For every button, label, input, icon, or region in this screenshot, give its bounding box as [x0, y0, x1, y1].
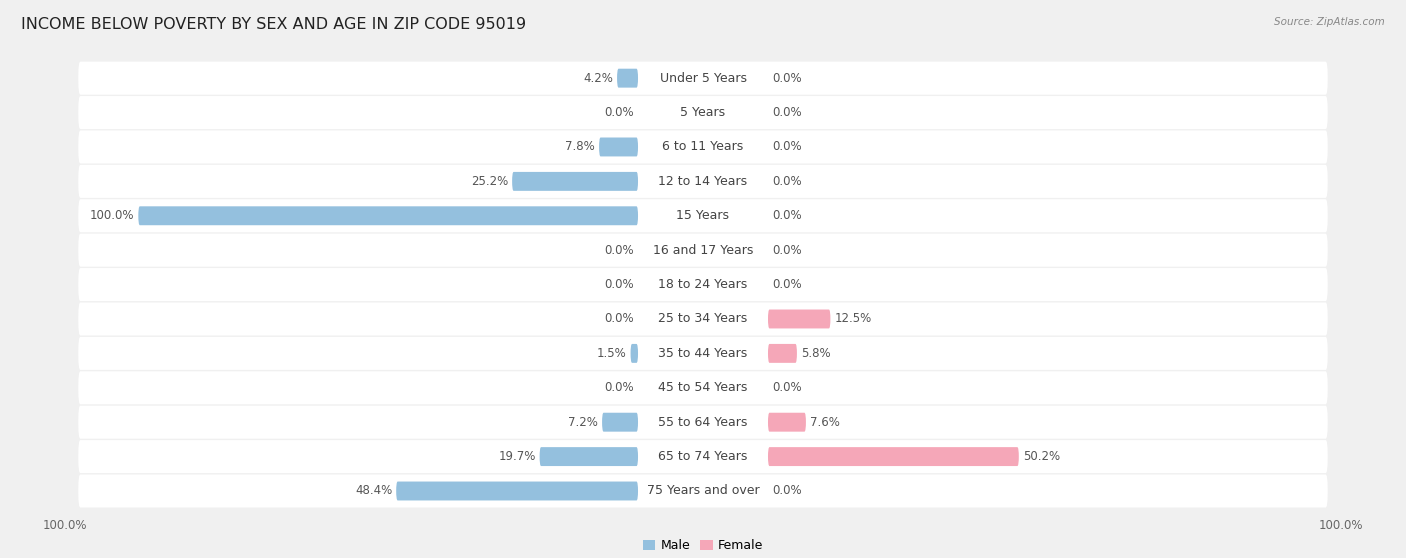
FancyBboxPatch shape	[79, 61, 1327, 95]
Text: 0.0%: 0.0%	[605, 312, 634, 325]
Text: 0.0%: 0.0%	[772, 106, 801, 119]
FancyBboxPatch shape	[768, 447, 1019, 466]
FancyBboxPatch shape	[79, 302, 1327, 335]
FancyBboxPatch shape	[79, 440, 1327, 473]
Text: 5.8%: 5.8%	[801, 347, 831, 360]
Text: Under 5 Years: Under 5 Years	[659, 71, 747, 85]
Text: 7.6%: 7.6%	[810, 416, 839, 429]
FancyBboxPatch shape	[617, 69, 638, 88]
FancyBboxPatch shape	[79, 131, 1327, 163]
FancyBboxPatch shape	[79, 406, 1327, 439]
Text: 75 Years and over: 75 Years and over	[647, 484, 759, 498]
FancyBboxPatch shape	[79, 234, 1327, 267]
Text: 0.0%: 0.0%	[605, 106, 634, 119]
Text: 0.0%: 0.0%	[772, 71, 801, 85]
Text: 15 Years: 15 Years	[676, 209, 730, 222]
Text: Source: ZipAtlas.com: Source: ZipAtlas.com	[1274, 17, 1385, 27]
Text: 4.2%: 4.2%	[583, 71, 613, 85]
FancyBboxPatch shape	[79, 337, 1327, 370]
Text: 6 to 11 Years: 6 to 11 Years	[662, 141, 744, 153]
Text: 0.0%: 0.0%	[772, 381, 801, 395]
Text: 0.0%: 0.0%	[772, 141, 801, 153]
Text: 45 to 54 Years: 45 to 54 Years	[658, 381, 748, 395]
Text: 0.0%: 0.0%	[605, 278, 634, 291]
Text: 5 Years: 5 Years	[681, 106, 725, 119]
Text: 0.0%: 0.0%	[772, 278, 801, 291]
Text: 35 to 44 Years: 35 to 44 Years	[658, 347, 748, 360]
Text: 0.0%: 0.0%	[772, 175, 801, 188]
Text: 7.8%: 7.8%	[565, 141, 595, 153]
Text: 19.7%: 19.7%	[498, 450, 536, 463]
Text: 16 and 17 Years: 16 and 17 Years	[652, 244, 754, 257]
FancyBboxPatch shape	[512, 172, 638, 191]
FancyBboxPatch shape	[599, 137, 638, 156]
Text: 50.2%: 50.2%	[1022, 450, 1060, 463]
FancyBboxPatch shape	[602, 413, 638, 432]
Legend: Male, Female: Male, Female	[638, 535, 768, 557]
Text: 7.2%: 7.2%	[568, 416, 598, 429]
FancyBboxPatch shape	[79, 371, 1327, 405]
FancyBboxPatch shape	[540, 447, 638, 466]
Text: 1.5%: 1.5%	[596, 347, 627, 360]
FancyBboxPatch shape	[79, 474, 1327, 508]
Text: 48.4%: 48.4%	[354, 484, 392, 498]
FancyBboxPatch shape	[79, 96, 1327, 129]
Text: 0.0%: 0.0%	[772, 484, 801, 498]
Text: 100.0%: 100.0%	[90, 209, 135, 222]
FancyBboxPatch shape	[630, 344, 638, 363]
FancyBboxPatch shape	[79, 268, 1327, 301]
Text: 0.0%: 0.0%	[605, 244, 634, 257]
Text: 25 to 34 Years: 25 to 34 Years	[658, 312, 748, 325]
FancyBboxPatch shape	[768, 344, 797, 363]
FancyBboxPatch shape	[396, 482, 638, 501]
FancyBboxPatch shape	[79, 165, 1327, 198]
Text: 65 to 74 Years: 65 to 74 Years	[658, 450, 748, 463]
FancyBboxPatch shape	[768, 310, 831, 329]
FancyBboxPatch shape	[79, 199, 1327, 232]
FancyBboxPatch shape	[138, 206, 638, 225]
Text: 55 to 64 Years: 55 to 64 Years	[658, 416, 748, 429]
Text: INCOME BELOW POVERTY BY SEX AND AGE IN ZIP CODE 95019: INCOME BELOW POVERTY BY SEX AND AGE IN Z…	[21, 17, 526, 32]
Text: 0.0%: 0.0%	[772, 209, 801, 222]
Text: 0.0%: 0.0%	[772, 244, 801, 257]
Text: 12 to 14 Years: 12 to 14 Years	[658, 175, 748, 188]
Text: 18 to 24 Years: 18 to 24 Years	[658, 278, 748, 291]
Text: 25.2%: 25.2%	[471, 175, 508, 188]
Text: 0.0%: 0.0%	[605, 381, 634, 395]
FancyBboxPatch shape	[768, 413, 806, 432]
Text: 12.5%: 12.5%	[834, 312, 872, 325]
